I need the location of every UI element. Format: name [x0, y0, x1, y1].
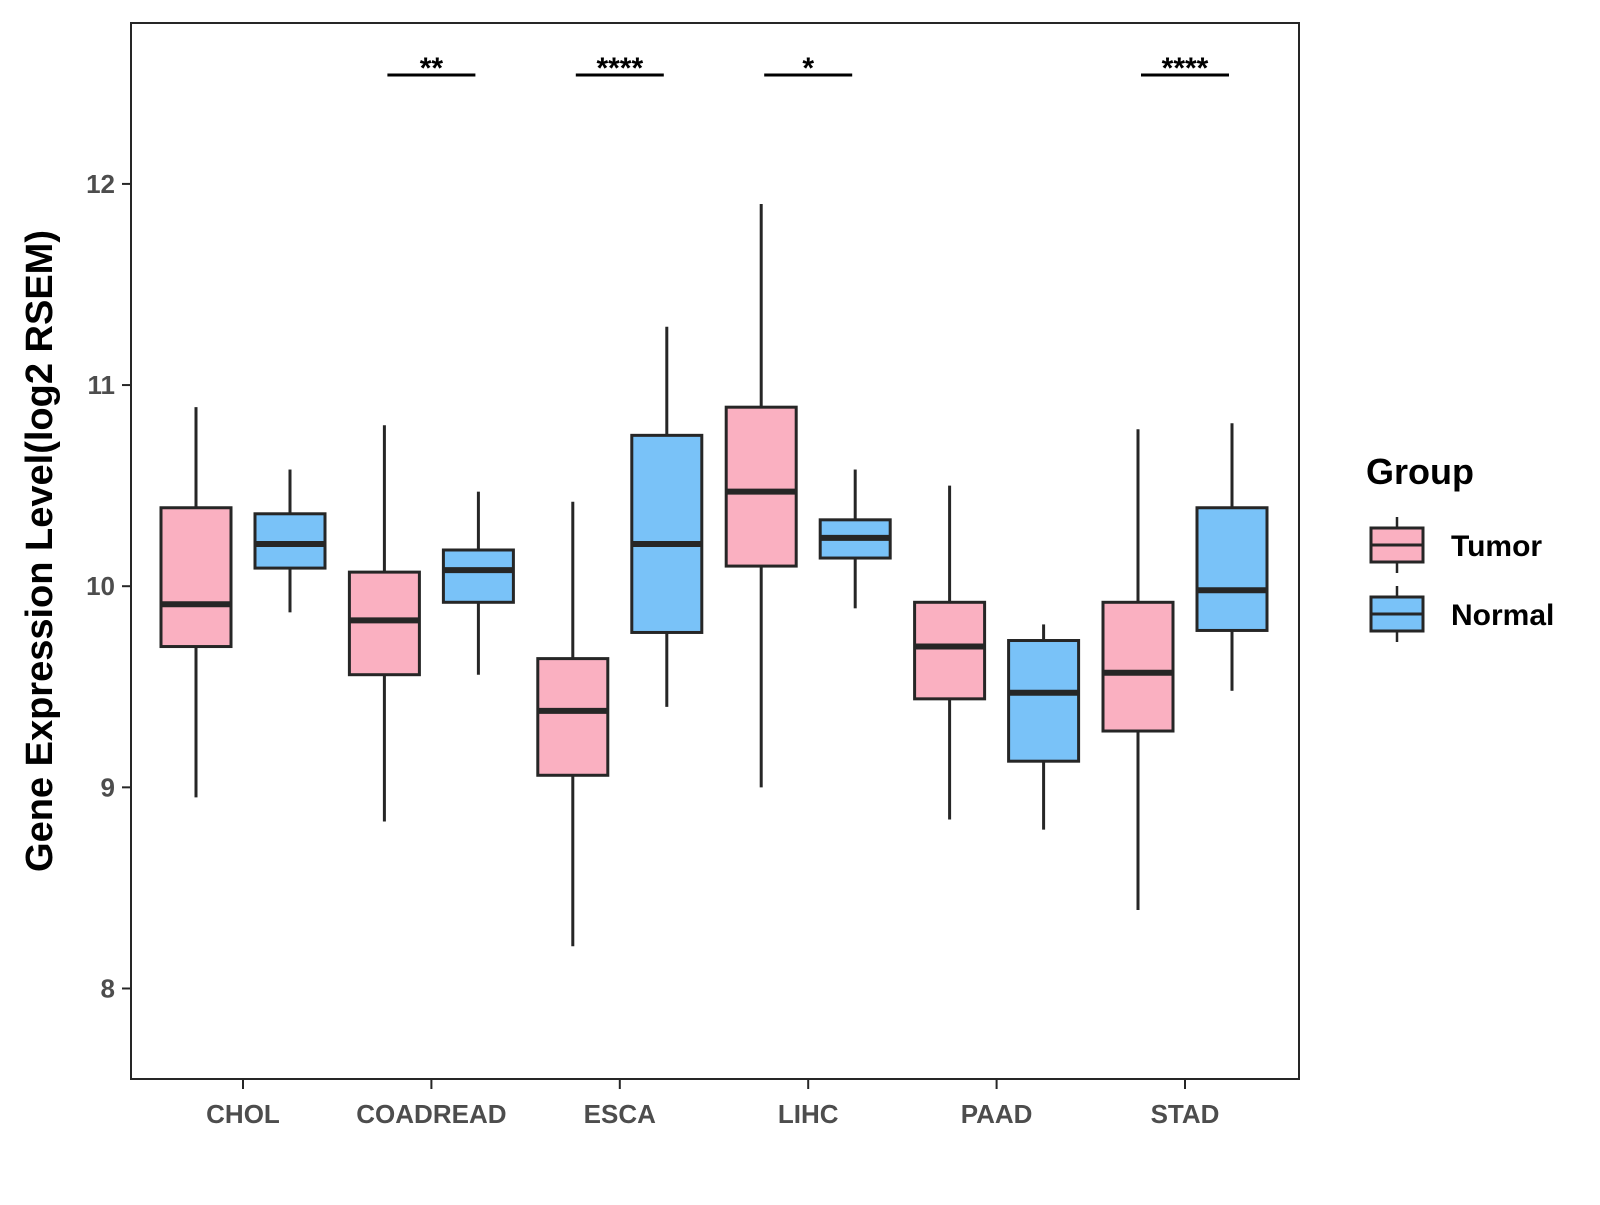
legend-item-normal: Normal — [1369, 586, 1554, 642]
box-body — [159, 506, 233, 649]
box-tumor-chol — [159, 407, 233, 798]
significance-label: **** — [596, 52, 643, 85]
significance-lihc: * — [764, 52, 853, 85]
panel-border — [130, 22, 1300, 1080]
box-tumor-coadread — [347, 425, 421, 822]
box-normal-coadread — [441, 491, 515, 675]
box-normal-paad — [1007, 624, 1081, 830]
box-body — [536, 657, 610, 777]
box-body — [253, 512, 327, 570]
x-tick-label-paad: PAAD — [961, 1099, 1033, 1129]
x-tick-label-esca: ESCA — [584, 1099, 656, 1129]
significance-label: * — [802, 52, 814, 85]
box-body — [630, 433, 704, 634]
significance-stad: **** — [1141, 52, 1229, 85]
legend-label: Normal — [1451, 599, 1554, 632]
x-tick-label-coadread: COADREAD — [356, 1099, 506, 1129]
box-body — [913, 600, 987, 701]
box-tumor-lihc — [724, 204, 798, 788]
significance-esca: **** — [575, 52, 664, 85]
y-axis: 8 9 10 11 12 — [86, 169, 131, 1003]
y-tick-label: 9 — [101, 772, 115, 802]
box-tumor-esca — [536, 501, 610, 947]
x-axis: CHOL COADREAD ESCA LIHC PAAD STAD — [206, 1079, 1219, 1129]
box-body — [1007, 639, 1081, 763]
legend-item-tumor: Tumor — [1369, 517, 1542, 573]
y-tick-label: 10 — [86, 571, 115, 601]
significance-label: **** — [1162, 52, 1209, 85]
boxes-layer — [159, 204, 1269, 947]
significance-coadread: ** — [387, 52, 476, 85]
legend-label: Tumor — [1451, 530, 1542, 563]
x-tick-label-stad: STAD — [1151, 1099, 1220, 1129]
y-tick-label: 11 — [88, 370, 116, 400]
significance-layer: ** **** * **** — [387, 52, 1229, 85]
box-tumor-stad — [1101, 429, 1175, 911]
box-normal-chol — [253, 469, 327, 613]
legend: Group Tumor Normal — [1366, 451, 1554, 642]
box-body — [724, 405, 798, 568]
box-body — [347, 570, 421, 677]
legend-title: Group — [1366, 451, 1474, 492]
y-axis-title: Gene Expression Level(log2 RSEM) — [19, 230, 61, 872]
x-tick-label-chol: CHOL — [206, 1099, 280, 1129]
box-tumor-paad — [913, 485, 987, 820]
y-tick-label: 8 — [101, 973, 115, 1003]
box-body — [441, 548, 515, 604]
y-tick-label: 12 — [86, 169, 115, 199]
box-normal-lihc — [818, 469, 892, 609]
significance-label: ** — [420, 52, 444, 85]
box-normal-stad — [1195, 423, 1269, 691]
box-normal-esca — [630, 326, 704, 707]
x-tick-label-lihc: LIHC — [778, 1099, 839, 1129]
box-body — [1195, 506, 1269, 632]
box-body — [1101, 600, 1175, 733]
